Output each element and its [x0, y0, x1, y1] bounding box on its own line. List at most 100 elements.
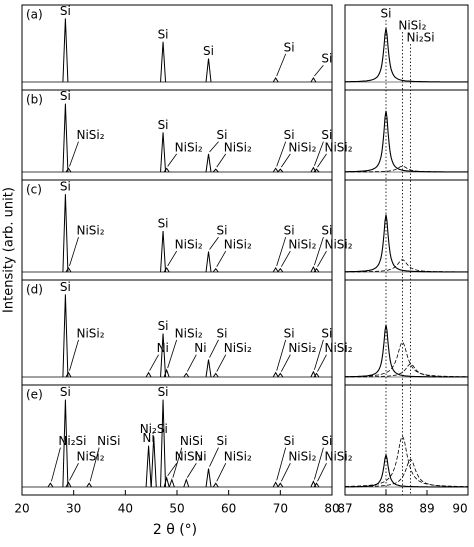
peak-label: Si [321, 52, 332, 66]
peak-arrow [167, 153, 177, 167]
peak-label: Si [60, 385, 71, 399]
x-tick-label: 87 [337, 502, 352, 516]
peak-profile [345, 259, 468, 273]
peak [65, 481, 72, 488]
peak-arrow [209, 141, 219, 153]
peak-label: Ni₂Si [140, 422, 168, 436]
peak-label: Ni₂Si [58, 434, 86, 448]
peak [272, 481, 279, 488]
peak [310, 77, 317, 83]
panel-label: (d) [26, 283, 43, 297]
peak-label: Si [321, 128, 332, 142]
peak [212, 267, 219, 273]
peak [145, 445, 152, 488]
peak-label: Si [284, 434, 295, 448]
peak [212, 372, 219, 378]
peak [205, 359, 212, 378]
peak-arrow [314, 64, 324, 77]
peak-arrow [216, 153, 227, 168]
peak [205, 58, 212, 83]
peak-label: NiSi₂ [175, 140, 203, 154]
peak [163, 368, 170, 378]
peak-profile [345, 435, 469, 487]
peak [62, 18, 69, 83]
peak-profile [345, 324, 468, 378]
reference-label: NiSi₂ [398, 19, 426, 33]
peak [65, 371, 72, 378]
peak-arrow [186, 463, 197, 478]
peak-label: NiSi₂ [224, 341, 252, 355]
peak-label: Ni [194, 450, 206, 464]
peak-label: NiSi₂ [77, 128, 105, 142]
peak-arrow [216, 354, 227, 372]
peak-label: Si [284, 40, 295, 54]
peak-label: NiSi₂ [325, 450, 353, 464]
peak-label: Si [158, 118, 169, 132]
x-tick-label: 70 [273, 502, 288, 516]
peak-arrow [314, 141, 324, 166]
peak-label: NiSi₂ [288, 450, 316, 464]
x-tick-label: 90 [452, 502, 467, 516]
peak [65, 266, 72, 273]
peak [183, 372, 190, 378]
peak-arrow [276, 53, 287, 77]
x-tick-label: 40 [118, 502, 133, 516]
panel-label: (e) [26, 388, 43, 402]
peak-arrow [280, 463, 291, 482]
peak [272, 167, 279, 173]
peak-label: NiSi₂ [224, 140, 252, 154]
peak-arrow [149, 354, 159, 371]
peak-arrow [209, 339, 219, 358]
peak [168, 478, 175, 488]
peak [160, 399, 167, 488]
peak-label: Ni [157, 341, 169, 355]
peak-label: NiSi [180, 434, 203, 448]
peak-arrow [209, 236, 219, 250]
peak [163, 167, 170, 173]
peak-label: Si [158, 385, 169, 399]
peak-arrow [314, 339, 324, 370]
x-tick-label: 80 [324, 502, 339, 516]
peak-arrow [276, 236, 287, 267]
peak-label: NiSi₂ [325, 238, 353, 252]
peak-label: Ni [194, 341, 206, 355]
peak [277, 168, 284, 173]
peak-label: NiSi₂ [325, 341, 353, 355]
y-axis-label: Intensity (arb. unit) [2, 187, 17, 313]
peak [277, 482, 284, 488]
peak-label: NiSi₂ [288, 341, 316, 355]
peak-arrow [51, 447, 61, 482]
peak [47, 482, 54, 488]
peak [160, 230, 167, 273]
peak [183, 478, 190, 488]
peak-arrow [317, 153, 327, 168]
peak-arrow [209, 447, 219, 467]
peak-arrow [186, 354, 197, 372]
panel-label: (c) [26, 183, 42, 197]
peak-arrow [276, 141, 287, 167]
x-tick-label: 88 [378, 502, 393, 516]
peak-label: Si [284, 224, 295, 238]
peak [160, 333, 167, 378]
peak-arrow [216, 463, 227, 482]
peak-arrow [172, 447, 183, 478]
peak [62, 194, 69, 273]
x-tick-label: 30 [66, 502, 81, 516]
peak [272, 371, 279, 378]
peak-arrow [314, 236, 324, 266]
peak-profile [345, 110, 468, 173]
peak-profile [345, 452, 468, 488]
peak-arrow [317, 463, 327, 482]
peak-label: Si [217, 224, 228, 238]
peak [150, 436, 157, 488]
reference-label: Ni₂Si [407, 31, 435, 45]
peak-label: NiSi₂ [175, 238, 203, 252]
peak [205, 153, 212, 173]
peak-label: NiSi₂ [77, 326, 105, 340]
peak-label: Ni [142, 431, 154, 445]
peak-arrow [69, 463, 79, 481]
x-tick-label: 60 [221, 502, 236, 516]
peak-arrow [280, 354, 291, 372]
peak [212, 482, 219, 488]
peak-label: Si [158, 27, 169, 41]
